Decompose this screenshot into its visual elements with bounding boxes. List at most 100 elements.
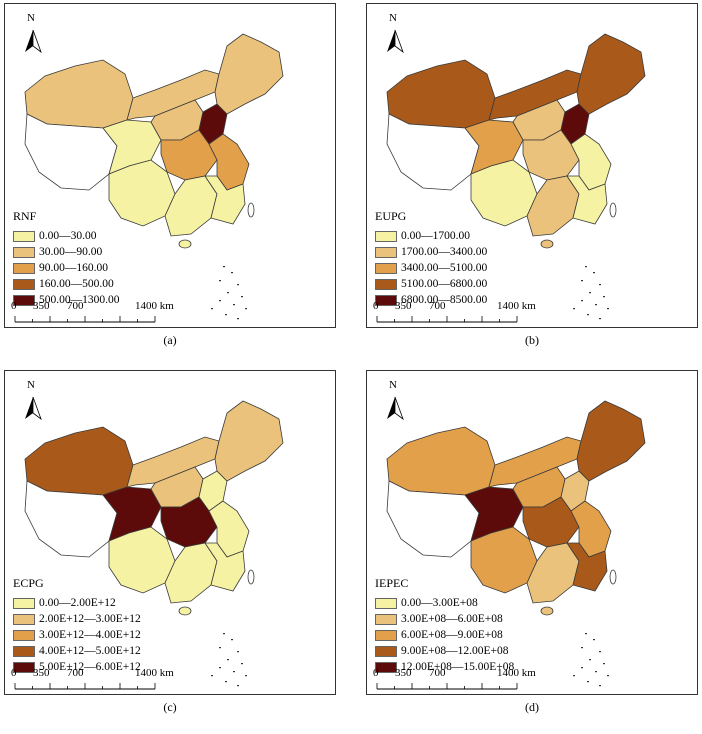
map-panel-c: N ECPG 0.00—2.00E+12 2.00E+12—3.00E+12 3.00E… [4,370,336,695]
north-arrow-icon-half [394,29,404,54]
scale-tick-label: 0 [11,300,17,312]
legend-swatch [13,629,35,641]
legend-label: 9.00E+08—12.00E+08 [401,645,509,657]
region-south [526,175,580,237]
north-label: N [389,379,397,391]
sea-island-dot [219,647,221,649]
legend-item: 3.00E+08—6.00E+08 [375,611,514,627]
scale-tick-label: 350 [33,667,50,679]
legend-swatch [13,246,35,258]
legend-item: 90.00—160.00 [13,260,120,276]
region-southeast [566,175,608,225]
north-arrow-icon [25,397,33,419]
region-south [164,542,218,604]
legend-swatch [375,278,397,290]
sea-island-dot [573,675,575,677]
legend-label: 500.00—1300.00 [39,294,120,306]
sea-island-dot [241,296,243,298]
sea-island-dot [581,300,583,302]
scale-tick-label: 1400 km [497,667,536,679]
sea-island-dot [227,659,229,661]
legend-label: 0.00—3.00E+08 [401,597,478,609]
sea-island-dot [241,663,243,665]
north-label: N [27,12,35,24]
sea-island-dot [233,304,235,306]
scale-labels: 0 350 700 1400 km [11,667,211,680]
legend-label: 3.00E+08—6.00E+08 [401,613,503,625]
legend-swatch [375,613,397,625]
scale-bar-icon [14,683,156,690]
region-south [526,542,580,604]
legend-swatch [375,661,397,673]
caption-d: (d) [525,700,539,714]
sea-island-dot [225,681,227,683]
legend-item: 1700.00—3400.00 [375,244,487,260]
legend-item: 6.00E+08—9.00E+08 [375,627,514,643]
legend-item: 4.00E+12—5.00E+12 [13,643,141,659]
region-northeast [576,400,646,482]
island-taiwan [609,569,617,585]
sea-island-dot [219,300,221,302]
sea-island-dot [599,318,601,320]
legend-label: 0.00—1700.00 [401,230,470,242]
legend-item: 6800.00—8500.00 [375,292,487,308]
scale-tick-label: 350 [395,300,412,312]
sea-island-dot [231,272,233,274]
map-svg-a [14,29,284,323]
legend-swatch [13,294,35,306]
caption-a: (a) [163,333,177,347]
legend-label: 0.00—30.00 [39,230,97,242]
north-arrow-icon-half [394,396,404,421]
sea-island-dot [599,685,601,687]
region-northwest [24,426,134,496]
sea-island-dot [595,671,597,673]
sea-island-dot [603,296,605,298]
legend-item: 3.00E+12—4.00E+12 [13,627,141,643]
legend-label: 0.00—2.00E+12 [39,597,116,609]
region-south [164,175,218,237]
island-hainan [178,239,192,249]
scale-labels: 0 350 700 1400 km [373,667,573,680]
sea-island-dot [607,675,609,677]
map-svg-b [376,29,646,323]
caption-b: (b) [525,333,539,347]
region-mongolia [126,69,220,121]
north-label: N [27,379,35,391]
legend: ECPG 0.00—2.00E+12 2.00E+12—3.00E+12 3.00E+… [13,576,141,675]
sea-island-dot [231,639,233,641]
scale-tick-label: 350 [395,667,412,679]
legend-item: 30.00—90.00 [13,244,120,260]
sea-island-dot [589,292,591,294]
scale-tick-label: 350 [33,300,50,312]
scale-tick-label: 0 [373,300,379,312]
scale-tick-label: 1400 km [135,667,174,679]
legend-swatch [13,278,35,290]
legend-item: 12.00E+08—15.00E+08 [375,659,514,675]
sea-island-dot [593,639,595,641]
legend-label: 3400.00—5100.00 [401,262,488,274]
legend-label: 6800.00—8500.00 [401,294,488,306]
island-hainan [540,239,554,249]
region-mongolia [488,436,582,488]
legend-title: ECPG [13,576,44,590]
map-svg-c [14,396,284,690]
map-panel-d: N IEPEC 0.00—3.00E+08 3.00E+08—6.00E+08 6.00… [366,370,698,695]
caption-c: (c) [163,700,177,714]
island-taiwan [247,569,255,585]
north-arrow-icon-half [32,396,42,421]
sea-island-dot [237,685,239,687]
legend-swatch [13,645,35,657]
legend-label: 2.00E+12—3.00E+12 [39,613,141,625]
legend-swatch [13,661,35,673]
scale-tick-label: 0 [373,667,379,679]
legend-label: 3.00E+12—4.00E+12 [39,629,141,641]
north-label: N [389,12,397,24]
region-northwest [386,59,496,129]
island-taiwan [247,202,255,218]
sea-island-dot [219,280,221,282]
legend-label: 12.00E+08—15.00E+08 [401,661,515,673]
map-svg-d [376,396,646,690]
legend-label: 4.00E+12—5.00E+12 [39,645,141,657]
sea-island-dot [225,314,227,316]
legend-label: 90.00—160.00 [39,262,108,274]
